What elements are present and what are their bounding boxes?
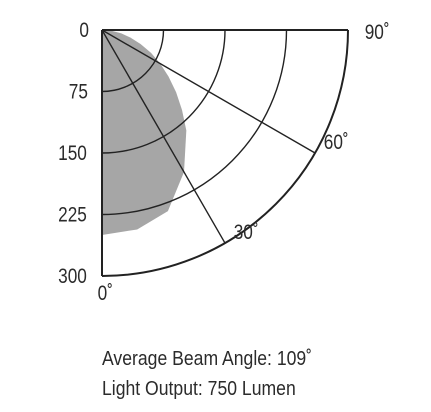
angle-label-60: 60˚ bbox=[324, 132, 349, 155]
radial-tick-label-150: 150 bbox=[58, 143, 87, 166]
angle-label-30: 30˚ bbox=[234, 222, 259, 245]
light-output-caption: Light Output: 750 Lumen bbox=[102, 378, 296, 400]
beam-layer bbox=[102, 30, 187, 235]
grid-arc-150 bbox=[101, 29, 226, 154]
tick-labels: 0 75 150 225 300 0˚ 30˚ 60˚ 90˚ bbox=[58, 20, 389, 306]
polar-grid bbox=[101, 29, 349, 277]
angle-label-0: 0˚ bbox=[98, 283, 113, 306]
beam-chart: 0 75 150 225 300 0˚ 30˚ 60˚ 90˚ bbox=[58, 20, 389, 306]
radial-tick-label-0: 0 bbox=[79, 20, 89, 43]
beam-angle-caption: Average Beam Angle: 109˚ bbox=[102, 348, 313, 370]
radial-tick-label-75: 75 bbox=[69, 81, 88, 104]
radial-line-30 bbox=[101, 29, 226, 244]
grid-arc-75 bbox=[101, 29, 165, 93]
radial-tick-label-225: 225 bbox=[58, 204, 87, 227]
grid-arc-300 bbox=[101, 29, 349, 277]
radial-line-60 bbox=[101, 29, 316, 154]
beam-shape bbox=[102, 30, 187, 235]
grid-arc-225 bbox=[101, 29, 288, 216]
radial-tick-label-300: 300 bbox=[58, 266, 87, 289]
angle-label-90: 90˚ bbox=[365, 22, 390, 45]
